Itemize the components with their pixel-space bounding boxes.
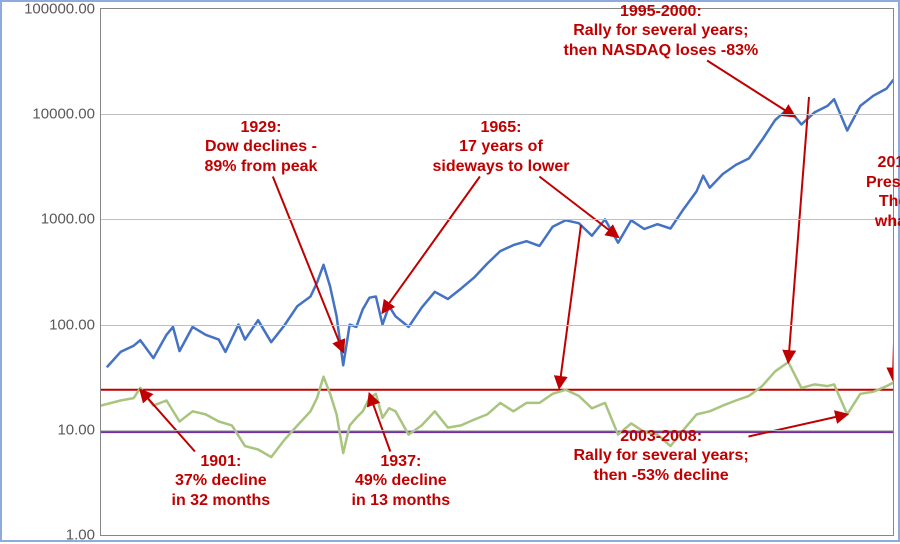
annotation-a1965: 1965: 17 years of sideways to lower — [433, 118, 570, 177]
annotation-a1995: 1995-2000: Rally for several years; then… — [564, 2, 759, 61]
annotation-a1937: 1937: 49% decline in 13 months — [352, 452, 451, 511]
y-tick-label: 100000.00 — [24, 1, 101, 18]
y-tick-label: 1000.00 — [41, 211, 101, 228]
gridline — [101, 114, 893, 115]
annotation-a2003: 2003-2008: Rally for several years; then… — [574, 427, 749, 486]
annotation-arrow — [788, 97, 809, 362]
annotation-arrow — [749, 414, 848, 436]
annotation-arrow — [707, 61, 795, 117]
shiller_pe-line — [101, 362, 893, 457]
y-tick-label: 10.00 — [57, 421, 101, 438]
y-tick-label: 10000.00 — [32, 106, 101, 123]
gridline — [101, 219, 893, 220]
annotation-arrow — [383, 177, 480, 313]
gridline — [101, 325, 893, 326]
annotation-arrow — [559, 225, 581, 388]
y-tick-label: 100.00 — [49, 316, 101, 333]
plot-area: 1.0010.00100.001000.0010000.00100000.001… — [100, 8, 894, 536]
annotation-arrow — [140, 390, 195, 452]
annotation-arrow — [369, 394, 390, 452]
y-tick-label: 1.00 — [66, 527, 101, 544]
annotation-a1901: 1901: 37% decline in 32 months — [172, 452, 271, 511]
annotation-a1929: 1929: Dow declines - 89% from peak — [205, 118, 318, 177]
annotation-a2013: 2013- Present: Then what? — [866, 153, 900, 231]
gridline — [101, 430, 893, 431]
